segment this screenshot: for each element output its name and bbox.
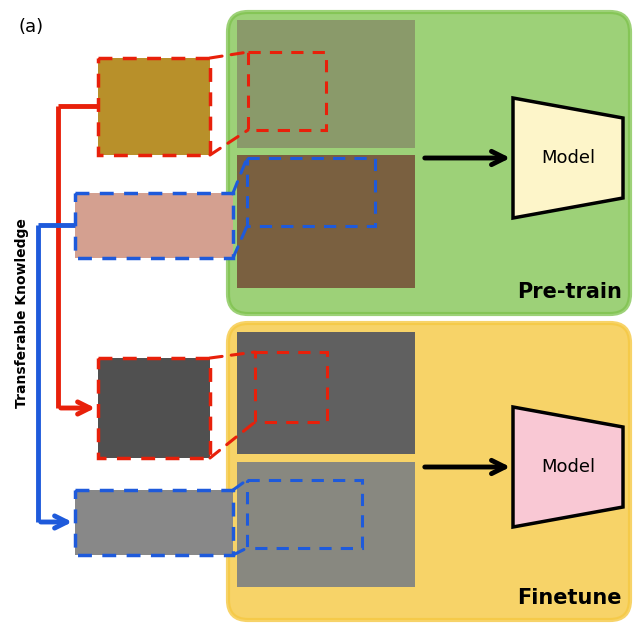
Polygon shape	[513, 407, 623, 527]
Bar	[98, 358, 210, 458]
Polygon shape	[513, 98, 623, 218]
Text: Transferable Knowledge: Transferable Knowledge	[15, 218, 29, 408]
Bar	[237, 155, 415, 288]
Bar	[255, 352, 327, 422]
Bar	[237, 20, 415, 148]
Bar	[98, 58, 210, 155]
Bar	[75, 490, 233, 555]
Bar	[237, 332, 415, 454]
Text: Pre-train: Pre-train	[517, 282, 622, 302]
Bar	[237, 462, 415, 587]
Bar	[247, 480, 362, 548]
Bar	[98, 58, 210, 155]
Text: Model: Model	[541, 458, 595, 476]
Bar	[75, 490, 233, 555]
Bar	[98, 358, 210, 458]
Bar	[247, 158, 375, 226]
Text: Finetune: Finetune	[518, 588, 622, 608]
FancyBboxPatch shape	[228, 12, 630, 314]
Text: (a): (a)	[18, 18, 43, 36]
Bar	[248, 52, 326, 130]
FancyBboxPatch shape	[228, 323, 630, 620]
Bar	[75, 193, 233, 258]
Text: Model: Model	[541, 149, 595, 167]
Bar	[75, 193, 233, 258]
